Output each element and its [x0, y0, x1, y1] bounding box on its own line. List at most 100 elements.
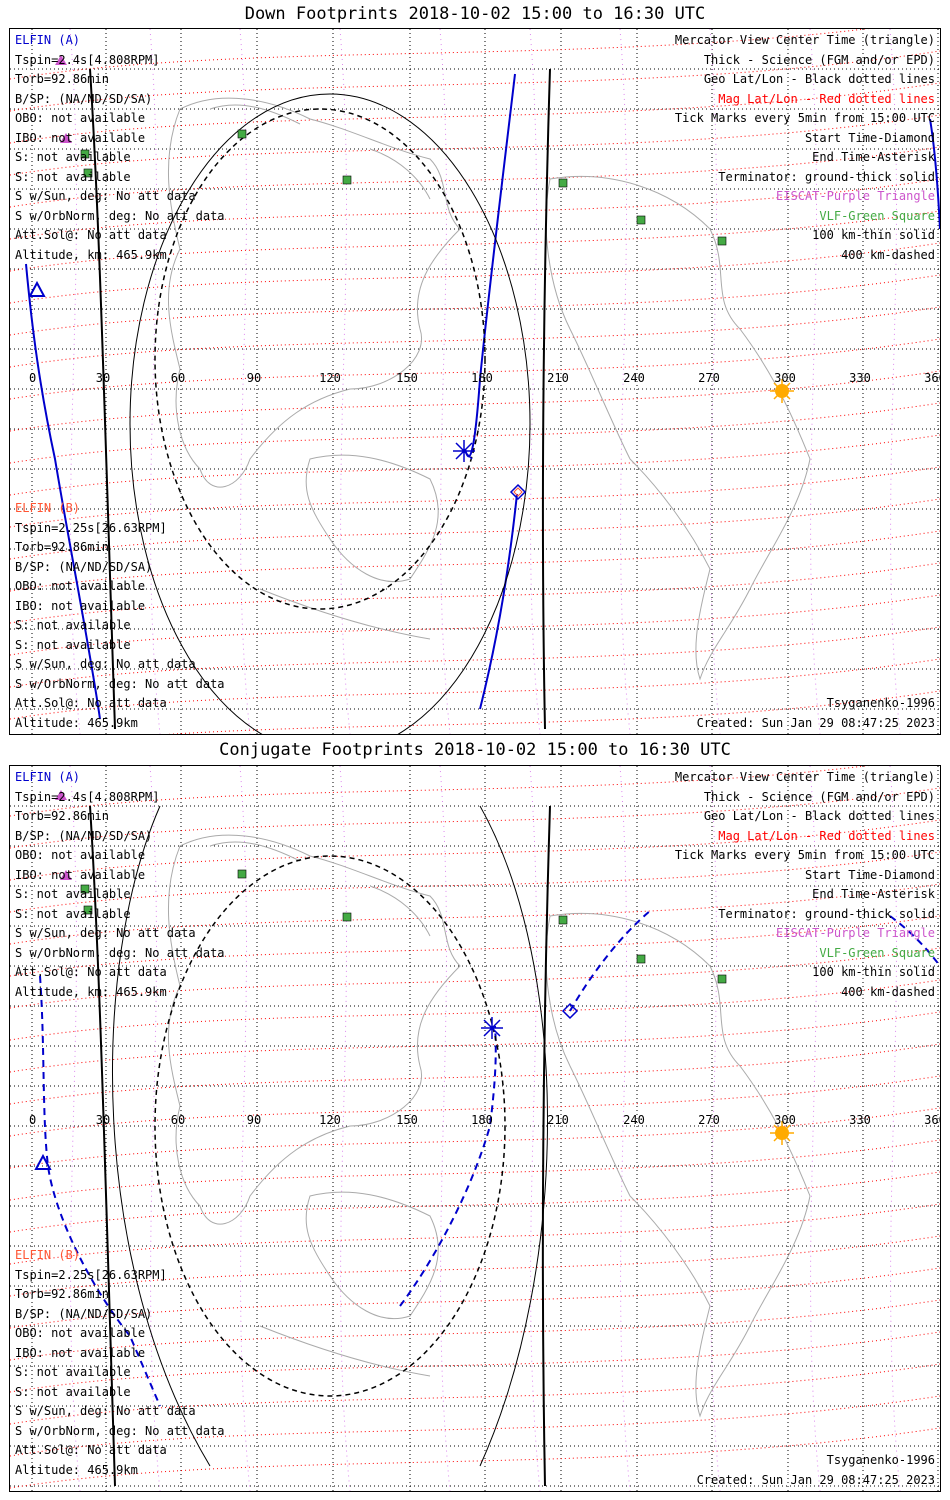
mag-parallel — [10, 50, 940, 112]
info-line: Start Time-Diamond — [804, 867, 935, 882]
start-time-diamond — [509, 483, 527, 501]
coastlines — [167, 834, 811, 1418]
vlf-station-square — [636, 954, 646, 964]
info-line: ELFIN (A) — [15, 33, 81, 47]
info-line: Torb=92.86min — [15, 540, 109, 554]
info-line: IBO: not available — [15, 1345, 146, 1360]
eiscat-triangle — [55, 55, 67, 65]
vlf-station-square — [558, 915, 568, 925]
info-line: Tspin=2.25s[26.63RPM] — [15, 1267, 167, 1282]
info-line: Tspin=2.25s[26.63RPM] — [15, 520, 167, 535]
longitude-labels: 0 30 60 90 120 150 180 210 240 270 300 330 360 — [29, 1113, 940, 1127]
info-line: Altitude, km: 465.9km — [15, 984, 167, 999]
mag-grid — [10, 29, 940, 734]
longitude-tick-label: 300 — [774, 1113, 796, 1127]
center-time-triangle — [34, 1153, 52, 1170]
longitude-tick-label: 180 — [471, 1113, 493, 1127]
mag-parallel — [10, 498, 940, 560]
info-line: Att.Sol@: No att data — [15, 1443, 167, 1457]
info-line: S w/Sun, deg: No att data — [15, 189, 196, 203]
info-line: Altitude, km: 465.9km — [15, 247, 167, 262]
longitude-tick-label: 360 — [924, 1113, 940, 1127]
mag-parallel — [10, 1235, 940, 1297]
info-line: Geo Lat/Lon - Black dotted lines — [703, 72, 935, 86]
info-line: Mercator View Center Time (triangle) — [674, 770, 935, 784]
longitude-tick-label: 150 — [396, 371, 418, 385]
mag-parallel — [10, 1043, 940, 1105]
mag-parallel — [10, 1267, 940, 1329]
longitude-tick-label: 0 — [29, 1113, 36, 1127]
end-time-asterisk — [481, 1017, 503, 1039]
longitude-tick-label: 330 — [849, 1113, 871, 1127]
conjugate-footprints-panel: 0 30 60 90 120 150 180 210 240 270 300 330 360 ELFIN… — [9, 765, 941, 1492]
longitude-tick-label: 210 — [547, 1113, 569, 1127]
vlf-station-square — [237, 869, 247, 879]
info-line: VLF-Green Square — [819, 208, 935, 223]
info-line: End Time-Asterisk — [812, 150, 935, 164]
info-line: Terminator: ground-thick solid — [718, 906, 935, 921]
info-line: B/SP: (NA/ND/SD/SA) — [15, 91, 153, 106]
mag-parallel — [10, 402, 940, 464]
coastlines — [167, 97, 811, 681]
sun-icon — [770, 1121, 794, 1145]
info-line: B/SP: (NA/ND/SD/SA) — [15, 828, 153, 843]
mag-parallel — [10, 915, 940, 977]
mag-parallel — [10, 787, 940, 849]
mag-meridian — [529, 766, 541, 1491]
longitude-tick-label: 150 — [396, 1113, 418, 1127]
mag-parallel — [10, 594, 940, 656]
info-line: IBO: not available — [15, 130, 146, 145]
elfin-b-info: ELFIN (B) Tspin=2.25s[26.63RPM] Torb=92.86… — [15, 499, 225, 733]
mag-parallel — [10, 114, 940, 176]
start-time-diamond — [561, 1002, 579, 1020]
info-line: S: not available — [15, 637, 131, 652]
info-line: Altitude: 465.9km — [15, 715, 138, 730]
vlf-station-square — [717, 974, 727, 984]
panel-title-down: Down Footprints 2018-10-02 15:00 to 16:3… — [244, 4, 706, 24]
info-line: 100 km-thin solid — [812, 965, 935, 979]
info-line: S: not available — [15, 1384, 131, 1399]
center-time-triangle — [28, 280, 46, 297]
info-line: S w/OrbNorm, deg: No att data — [15, 676, 225, 691]
mag-parallel — [10, 1203, 940, 1265]
mag-meridian — [529, 29, 541, 734]
info-line: Att.Sol@: No att data — [15, 965, 167, 979]
longitude-tick-label: 240 — [623, 371, 645, 385]
longitude-tick-label: 60 — [171, 371, 185, 385]
info-line: S: not available — [15, 150, 131, 164]
longitude-tick-label: 330 — [849, 371, 871, 385]
info-line: OBO: not available — [15, 1326, 146, 1340]
elfin-b-info: ELFIN (B) Tspin=2.25s[26.63RPM] Torb=92.86… — [15, 1246, 225, 1480]
info-line: Mag Lat/Lon - Red dotted lines — [718, 828, 935, 843]
longitude-tick-label: 270 — [698, 1113, 720, 1127]
down-footprints-panel: 0 30 60 90 120 150 180 210 240 270 300 330 360 ELFIN… — [9, 28, 941, 735]
longitude-tick-label: 120 — [319, 371, 341, 385]
mag-parallel — [10, 530, 940, 592]
mag-parallel — [10, 338, 940, 400]
info-line: Tick Marks every 5min from 15:00 UTC — [674, 848, 935, 862]
mag-meridian — [619, 766, 631, 1491]
info-line: S: not available — [15, 1365, 131, 1379]
longitude-tick-label: 120 — [319, 1113, 341, 1127]
info-line: Tspin=2.4s[4.808RPM] — [15, 52, 160, 67]
info-line: ELFIN (B) — [15, 1248, 81, 1262]
info-line: OBO: not available — [15, 111, 146, 125]
mag-parallel — [10, 658, 940, 720]
info-line: Att.Sol@: No att data — [15, 696, 167, 710]
info-line: 400 km-dashed — [841, 984, 935, 999]
info-line: S w/OrbNorm, deg: No att data — [15, 945, 225, 960]
map-canvas: 0 30 60 90 120 150 180 210 240 270 300 330 360 — [10, 29, 940, 734]
mag-parallel — [10, 1331, 940, 1393]
conjugate-footprint-trace — [39, 910, 940, 1407]
mag-parallel — [10, 1107, 940, 1169]
mag-parallel — [10, 178, 940, 240]
mag-parallel — [10, 29, 870, 80]
end-time-asterisk — [453, 440, 475, 462]
info-line: IBO: not available — [15, 867, 146, 882]
info-line: B/SP: (NA/ND/SD/SA) — [15, 1306, 153, 1321]
created-label: Created: Sun Jan 29 08:47:25 2023 — [696, 1473, 935, 1487]
info-line: S: not available — [15, 618, 131, 632]
info-line: OBO: not available — [15, 579, 146, 593]
vlf-station-square — [80, 149, 90, 159]
mag-parallel — [10, 819, 940, 881]
